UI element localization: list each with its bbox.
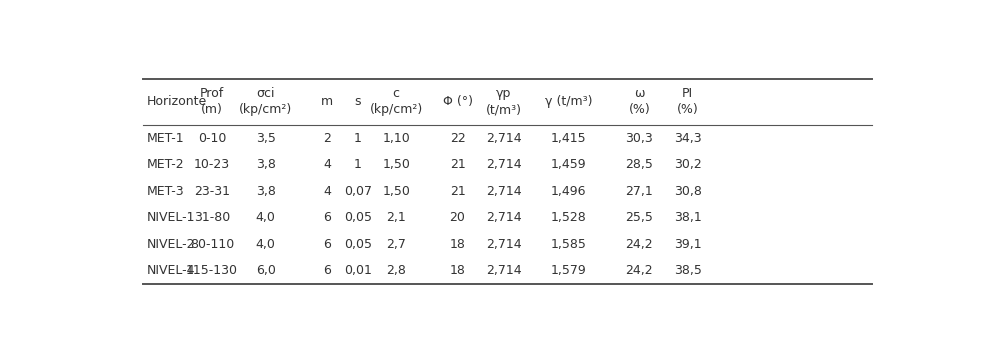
- Text: 0,05: 0,05: [344, 238, 372, 251]
- Text: 39,1: 39,1: [674, 238, 702, 251]
- Text: 0,07: 0,07: [344, 184, 372, 198]
- Text: 2,714: 2,714: [486, 158, 522, 171]
- Text: NIVEL-2: NIVEL-2: [147, 238, 195, 251]
- Text: 28,5: 28,5: [626, 158, 653, 171]
- Text: 30,2: 30,2: [674, 158, 702, 171]
- Text: 30,8: 30,8: [674, 184, 702, 198]
- Text: 2,1: 2,1: [386, 211, 406, 224]
- Text: 1,50: 1,50: [382, 184, 410, 198]
- Text: 4: 4: [323, 184, 331, 198]
- Text: m: m: [321, 95, 333, 108]
- Text: 24,2: 24,2: [626, 238, 653, 251]
- Text: 6: 6: [323, 264, 331, 277]
- Text: NIVEL-1: NIVEL-1: [147, 211, 195, 224]
- Text: PI
(%): PI (%): [677, 88, 699, 117]
- Text: NIVEL-4: NIVEL-4: [147, 264, 195, 277]
- Text: γp
(t/m³): γp (t/m³): [485, 88, 522, 117]
- Text: 38,5: 38,5: [674, 264, 702, 277]
- Text: 4,0: 4,0: [255, 211, 275, 224]
- Text: 6: 6: [323, 211, 331, 224]
- Text: 1,459: 1,459: [551, 158, 586, 171]
- Text: 1,496: 1,496: [551, 184, 586, 198]
- Text: 2,8: 2,8: [386, 264, 406, 277]
- Text: Horizonte: Horizonte: [147, 95, 207, 108]
- Text: ω
(%): ω (%): [629, 88, 650, 117]
- Text: 1,528: 1,528: [550, 211, 587, 224]
- Text: 3,5: 3,5: [255, 132, 275, 145]
- Text: s: s: [354, 95, 361, 108]
- Text: 24,2: 24,2: [626, 264, 653, 277]
- Text: 4: 4: [323, 158, 331, 171]
- Text: 30,3: 30,3: [626, 132, 653, 145]
- Text: 1,585: 1,585: [550, 238, 587, 251]
- Text: 2,714: 2,714: [486, 211, 522, 224]
- Text: 1,579: 1,579: [550, 264, 587, 277]
- Text: 18: 18: [449, 238, 465, 251]
- Text: 0,01: 0,01: [344, 264, 371, 277]
- Text: 20: 20: [449, 211, 465, 224]
- Text: 1,415: 1,415: [551, 132, 586, 145]
- Text: 1: 1: [353, 132, 361, 145]
- Text: 10-23: 10-23: [194, 158, 230, 171]
- Text: 34,3: 34,3: [674, 132, 702, 145]
- Text: 0-10: 0-10: [198, 132, 226, 145]
- Text: c
(kp/cm²): c (kp/cm²): [369, 88, 423, 117]
- Text: 38,1: 38,1: [674, 211, 702, 224]
- Text: 2,714: 2,714: [486, 238, 522, 251]
- Text: 18: 18: [449, 264, 465, 277]
- Text: MET-3: MET-3: [147, 184, 184, 198]
- Text: MET-1: MET-1: [147, 132, 184, 145]
- Text: 1,10: 1,10: [382, 132, 410, 145]
- Text: γ (t/m³): γ (t/m³): [545, 95, 592, 108]
- Text: 115-130: 115-130: [186, 264, 238, 277]
- Text: 6: 6: [323, 238, 331, 251]
- Text: 1,50: 1,50: [382, 158, 410, 171]
- Text: 0,05: 0,05: [344, 211, 372, 224]
- Text: 21: 21: [449, 184, 465, 198]
- Text: 21: 21: [449, 158, 465, 171]
- Text: 23-31: 23-31: [194, 184, 230, 198]
- Text: 4,0: 4,0: [255, 238, 275, 251]
- Text: 25,5: 25,5: [626, 211, 653, 224]
- Text: 80-110: 80-110: [190, 238, 234, 251]
- Text: Prof
(m): Prof (m): [200, 88, 224, 117]
- Text: MET-2: MET-2: [147, 158, 184, 171]
- Text: 22: 22: [449, 132, 465, 145]
- Text: 2: 2: [323, 132, 331, 145]
- Text: 2,7: 2,7: [386, 238, 406, 251]
- Text: 2,714: 2,714: [486, 264, 522, 277]
- Text: σci
(kp/cm²): σci (kp/cm²): [239, 88, 292, 117]
- Text: 2,714: 2,714: [486, 184, 522, 198]
- Text: 6,0: 6,0: [255, 264, 275, 277]
- Text: Φ (°): Φ (°): [443, 95, 472, 108]
- Text: 1: 1: [353, 158, 361, 171]
- Text: 3,8: 3,8: [255, 184, 275, 198]
- Text: 27,1: 27,1: [626, 184, 653, 198]
- Text: 3,8: 3,8: [255, 158, 275, 171]
- Text: 31-80: 31-80: [194, 211, 230, 224]
- Text: 2,714: 2,714: [486, 132, 522, 145]
